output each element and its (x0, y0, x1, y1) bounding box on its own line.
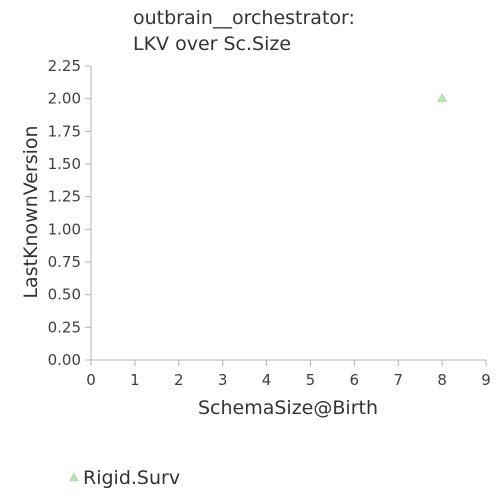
x-axis: 0 1 2 3 4 5 6 7 8 9 (86, 359, 491, 389)
chart-title-line-1: outbrain__orchestrator: (133, 7, 355, 29)
y-tick-label: 1.25 (48, 188, 81, 206)
data-point-triangle (437, 93, 448, 102)
x-tick-label: 8 (437, 371, 447, 389)
plot-area (437, 93, 448, 102)
x-tick-label: 0 (86, 371, 96, 389)
x-tick-label: 1 (130, 371, 140, 389)
y-tick-label: 0.75 (48, 253, 81, 271)
x-tick-label: 6 (350, 371, 360, 389)
y-tick-label: 1.75 (48, 122, 81, 140)
x-tick-label: 3 (218, 371, 228, 389)
y-tick-label: 2.25 (48, 57, 81, 75)
y-axis: 0.00 0.25 0.50 0.75 1.00 1.25 1.50 1.75 2.00 2.25 (48, 57, 92, 369)
legend-label: Rigid.Surv (83, 467, 180, 489)
y-tick-label: 0.50 (48, 286, 81, 304)
y-tick-label: 1.00 (48, 220, 81, 238)
y-tick-label: 1.50 (48, 155, 81, 173)
x-tick-label: 4 (262, 371, 272, 389)
x-tick-label: 9 (481, 371, 491, 389)
y-tick-label: 0.00 (48, 351, 81, 369)
x-tick-label: 7 (393, 371, 403, 389)
chart-title-line-2: LKV over Sc.Size (133, 33, 291, 55)
x-tick-label: 2 (174, 371, 184, 389)
x-axis-title: SchemaSize@Birth (198, 397, 378, 419)
legend: Rigid.Surv (69, 467, 180, 489)
x-tick-label: 5 (306, 371, 316, 389)
legend-marker-triangle (69, 472, 79, 482)
y-tick-label: 0.25 (48, 318, 81, 336)
y-tick-label: 2.00 (48, 90, 81, 108)
y-axis-title: LastKnownVersion (20, 125, 42, 298)
